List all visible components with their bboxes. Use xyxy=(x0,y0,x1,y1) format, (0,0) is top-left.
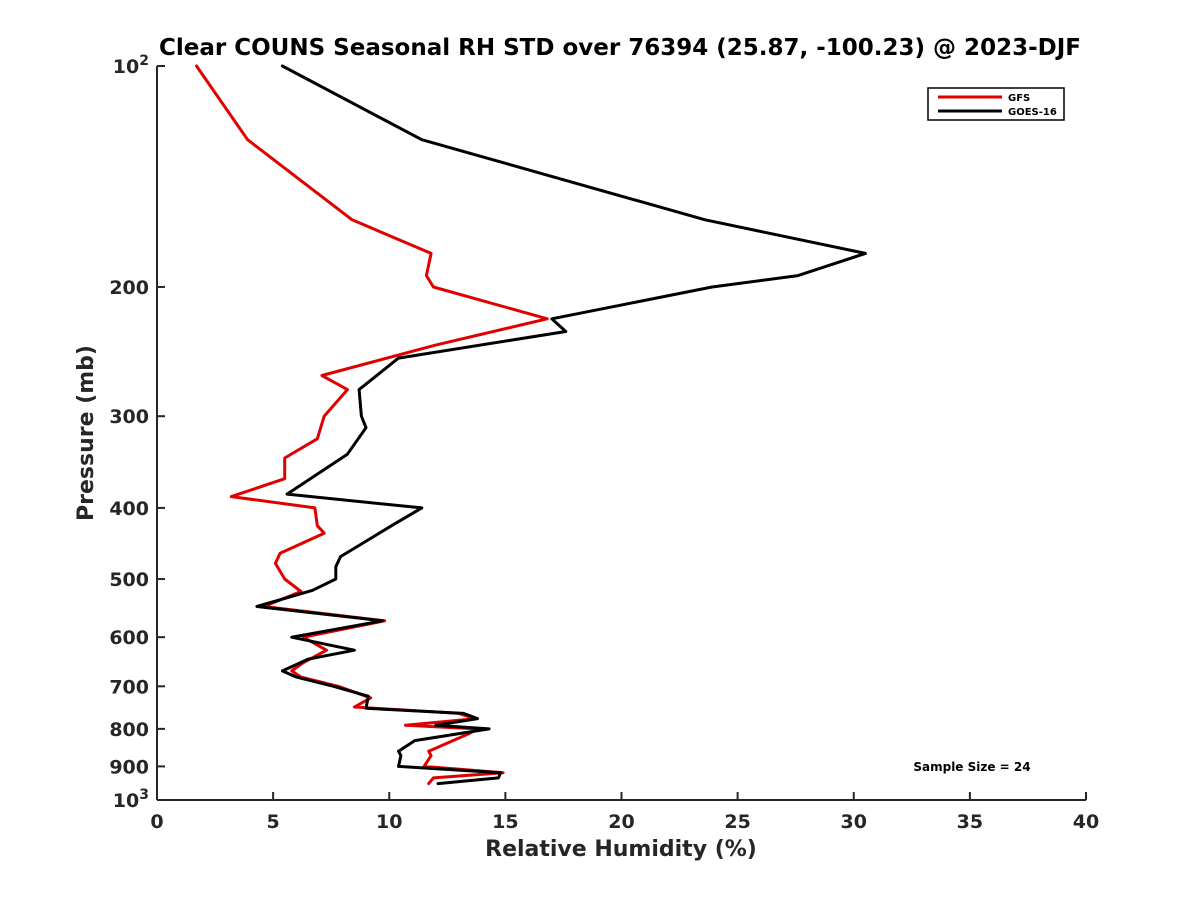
x-axis-label: Relative Humidity (%) xyxy=(485,837,757,862)
legend: GFS GOES-16 xyxy=(927,87,1065,121)
series-layer xyxy=(195,64,867,786)
x-tick-label: 25 xyxy=(724,811,750,833)
y-tick-label: 900 xyxy=(109,756,149,778)
y-tick-label: 400 xyxy=(109,498,149,520)
x-tick-label: 30 xyxy=(841,811,867,833)
x-tick-label: 0 xyxy=(150,811,163,833)
y-tick-label: 200 xyxy=(109,277,149,299)
x-tick-label: 20 xyxy=(608,811,634,833)
x-tick-label: 5 xyxy=(267,811,280,833)
legend-box xyxy=(927,87,1065,121)
x-tick-label: 35 xyxy=(957,811,983,833)
legend-label-gfs: GFS xyxy=(1008,93,1030,104)
series-line-goes-16 xyxy=(255,64,867,786)
y-ticks: 102 200 300 400 500 600 700 800 900 103 xyxy=(109,53,165,812)
y-tick-label: 700 xyxy=(109,676,149,698)
y-axis-label: Pressure (mb) xyxy=(74,345,99,521)
x-tick-label: 15 xyxy=(492,811,518,833)
x-tick-label: 40 xyxy=(1073,811,1099,833)
chart-title: Clear COUNS Seasonal RH STD over 76394 (… xyxy=(159,35,1081,61)
y-tick-label: 103 xyxy=(113,787,149,812)
x-ticks: 0 5 10 15 20 25 30 35 40 xyxy=(150,792,1099,833)
y-tick-label: 102 xyxy=(113,53,149,78)
legend-label-goes-16: GOES-16 xyxy=(1008,107,1057,118)
y-tick-label: 300 xyxy=(109,406,149,428)
y-tick-label: 600 xyxy=(109,627,149,649)
x-tick-label: 10 xyxy=(376,811,402,833)
y-tick-label: 500 xyxy=(109,569,149,591)
sample-size-annotation: Sample Size = 24 xyxy=(913,760,1030,774)
y-tick-label: 800 xyxy=(109,719,149,741)
